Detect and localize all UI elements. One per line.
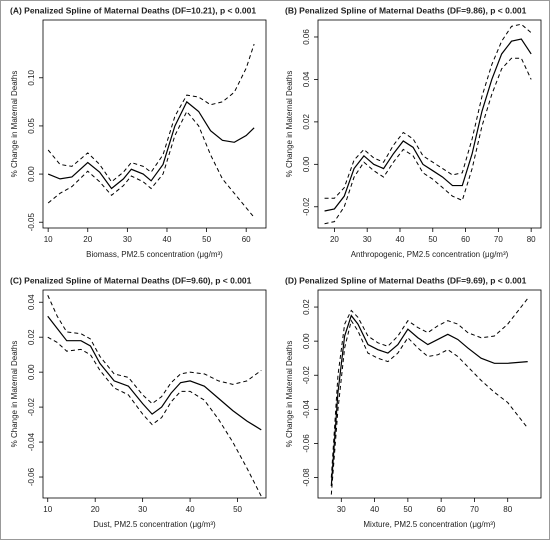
x-tick-label: 10 xyxy=(44,235,53,244)
x-tick-label: 20 xyxy=(91,505,100,514)
panel-title: (C) Penalized Spline of Maternal Deaths … xyxy=(10,275,252,285)
x-tick-label: 70 xyxy=(494,235,503,244)
x-tick-label: 30 xyxy=(123,235,132,244)
spline-line xyxy=(324,23,532,199)
x-tick-label: 50 xyxy=(403,505,412,514)
y-tick-label: -0.04 xyxy=(302,400,311,419)
x-tick-label: 50 xyxy=(428,235,437,244)
x-axis-label: Biomass, PM2.5 concentration (μg/m³) xyxy=(86,250,223,259)
y-axis-label: % Change in Maternal Deaths xyxy=(10,71,19,178)
panel-title: (D) Penalized Spline of Maternal Deaths … xyxy=(285,275,527,285)
y-tick-label: -0.06 xyxy=(27,467,36,486)
plot-frame xyxy=(317,19,542,229)
y-tick-label: 0.06 xyxy=(302,29,311,45)
y-tick-label: 0.05 xyxy=(27,118,36,134)
y-tick-label: 0.04 xyxy=(302,71,311,87)
x-tick-label: 40 xyxy=(370,505,379,514)
plot-frame xyxy=(317,289,542,499)
x-tick-label: 40 xyxy=(186,505,195,514)
x-axis-label: Dust, PM2.5 concentration (μg/m³) xyxy=(93,520,216,529)
spline-line xyxy=(47,336,262,497)
x-tick-label: 20 xyxy=(330,235,339,244)
spline-line xyxy=(47,315,262,431)
panel-title: (A) Penalized Spline of Maternal Deaths … xyxy=(10,5,256,15)
spline-line xyxy=(330,298,529,478)
spline-line xyxy=(47,295,262,405)
y-tick-label: -0.02 xyxy=(302,366,311,385)
y-tick-label: 0.00 xyxy=(302,333,311,349)
x-tick-label: 60 xyxy=(461,235,470,244)
plot-frame xyxy=(42,289,267,499)
x-axis-label: Anthropogenic, PM2.5 concentration (μg/m… xyxy=(351,250,509,259)
x-tick-label: 80 xyxy=(503,505,512,514)
x-tick-label: 20 xyxy=(83,235,92,244)
y-axis-label: % Change in Maternal Deaths xyxy=(285,71,294,178)
y-tick-label: -0.04 xyxy=(27,432,36,451)
y-tick-label: -0.02 xyxy=(302,197,311,216)
x-tick-label: 30 xyxy=(337,505,346,514)
x-tick-label: 40 xyxy=(163,235,172,244)
x-tick-label: 60 xyxy=(437,505,446,514)
x-tick-label: 70 xyxy=(470,505,479,514)
spline-line xyxy=(47,100,255,190)
x-axis-label: Mixture, PM2.5 concentration (μg/m³) xyxy=(363,520,496,529)
y-tick-label: 0.00 xyxy=(27,166,36,182)
y-tick-label: 0.02 xyxy=(302,299,311,315)
x-tick-label: 60 xyxy=(242,235,251,244)
y-tick-label: 0.04 xyxy=(27,294,36,310)
spline-line xyxy=(47,43,255,183)
x-tick-label: 50 xyxy=(202,235,211,244)
y-tick-label: -0.05 xyxy=(27,213,36,232)
spline-line xyxy=(324,57,532,225)
y-tick-label: 0.10 xyxy=(27,69,36,85)
y-tick-label: -0.06 xyxy=(302,434,311,453)
y-axis-label: % Change in Maternal Deaths xyxy=(285,341,294,448)
spline-line xyxy=(324,38,532,212)
y-tick-label: 0.02 xyxy=(302,114,311,130)
panel-title: (B) Penalized Spline of Maternal Deaths … xyxy=(285,5,527,15)
y-axis-label: % Change in Maternal Deaths xyxy=(10,341,19,448)
spline-line xyxy=(330,319,529,495)
plot-frame xyxy=(42,19,267,229)
x-tick-label: 30 xyxy=(138,505,147,514)
x-tick-label: 80 xyxy=(527,235,536,244)
x-tick-label: 30 xyxy=(363,235,372,244)
y-tick-label: -0.02 xyxy=(27,397,36,416)
spline-line xyxy=(47,110,255,218)
y-tick-label: 0.00 xyxy=(302,156,311,172)
y-tick-label: 0.02 xyxy=(27,329,36,345)
y-tick-label: -0.08 xyxy=(302,468,311,487)
y-tick-label: 0.00 xyxy=(27,364,36,380)
x-tick-label: 50 xyxy=(233,505,242,514)
x-tick-label: 40 xyxy=(396,235,405,244)
spline-line xyxy=(330,314,528,487)
x-tick-label: 10 xyxy=(43,505,52,514)
